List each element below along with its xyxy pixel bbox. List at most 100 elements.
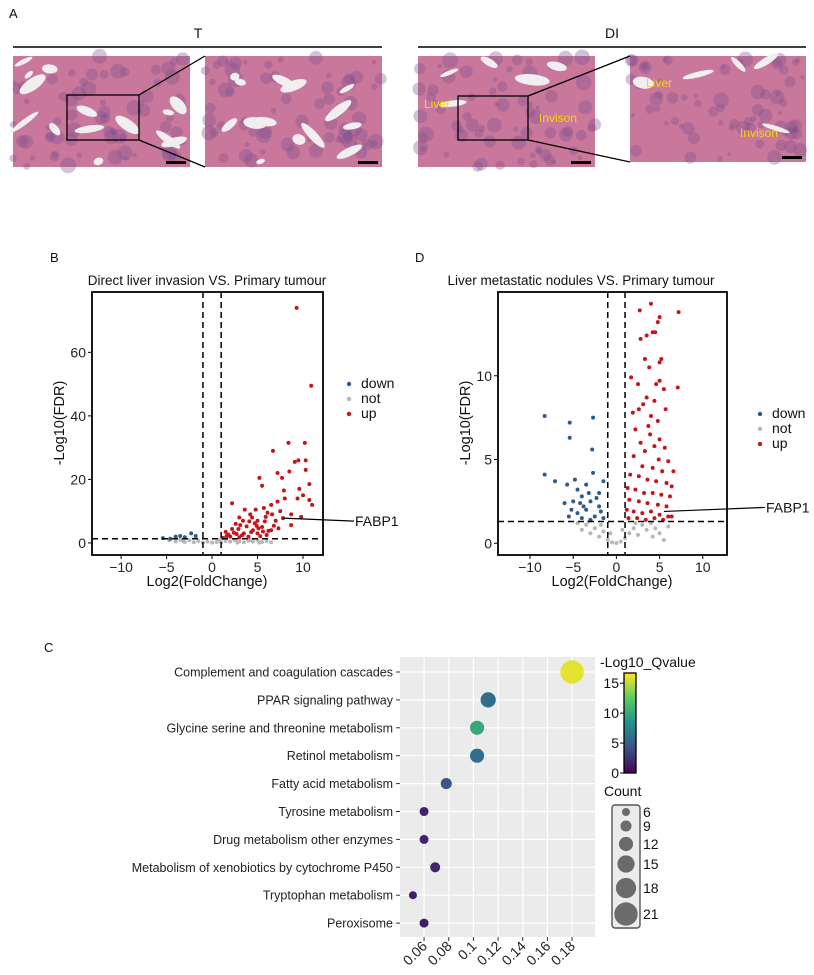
tissue-texture [744, 122, 756, 134]
point-down [575, 487, 580, 492]
point-up [224, 533, 229, 538]
tissue-texture [308, 143, 324, 158]
point-up [257, 475, 262, 480]
tissue-texture [437, 63, 442, 69]
point-not [627, 531, 632, 536]
tissue-lumen [256, 158, 265, 165]
tissue-texture [140, 89, 154, 103]
tissue-texture [60, 157, 77, 174]
tissue-texture [474, 128, 484, 138]
point-down [572, 477, 577, 482]
legend-label-up: up [361, 405, 377, 421]
point-up [260, 529, 265, 534]
tissue-texture [681, 121, 695, 135]
point-up [675, 385, 680, 390]
point-up [266, 528, 271, 533]
point-up [242, 507, 247, 512]
tissue-lumen [19, 74, 46, 95]
tissue-texture [777, 110, 783, 116]
scale-bar [358, 161, 378, 164]
point-down [542, 472, 547, 477]
point-not [610, 540, 615, 545]
tissue-texture [281, 93, 292, 105]
tissue-texture [800, 75, 805, 80]
point-up [297, 486, 302, 491]
x-axis-label: Log2(FoldChange) [147, 574, 268, 590]
tissue-texture [663, 55, 673, 65]
tissue-texture [126, 100, 142, 116]
size-legend-key [618, 836, 634, 852]
tissue-texture [513, 126, 519, 132]
point-down [597, 504, 602, 509]
tissue-texture [684, 151, 697, 164]
tissue-texture [779, 98, 788, 107]
tissue-texture [29, 155, 36, 161]
tissue-texture [527, 101, 534, 108]
point-down [173, 534, 178, 539]
point-down [598, 509, 603, 514]
point-up [652, 398, 657, 403]
point-up [667, 494, 672, 499]
point-down [575, 511, 580, 516]
point-up [240, 533, 245, 538]
point-not [269, 540, 274, 545]
point-down [571, 499, 576, 504]
tissue-texture [138, 104, 151, 117]
point-up [263, 514, 268, 519]
point-up [625, 485, 630, 490]
point-up [278, 509, 283, 514]
point-up [633, 427, 638, 432]
legend-key-down [346, 381, 352, 387]
tissue-lumen [272, 74, 296, 88]
tissue-texture [775, 90, 781, 97]
tissue-texture [314, 98, 325, 110]
tissue-texture [342, 131, 354, 142]
tissue-texture [98, 105, 111, 119]
tissue-texture [350, 70, 364, 84]
tissue-texture [681, 94, 688, 101]
panel-label-a: A [9, 6, 18, 21]
point-up [669, 484, 674, 489]
tissue-texture [727, 152, 732, 157]
x-tick-label: 0.08 [424, 938, 455, 969]
zoom-box-t [66, 94, 140, 141]
point-not [608, 531, 613, 536]
tissue-texture [496, 98, 510, 112]
tissue-texture [427, 84, 439, 96]
point-up [309, 383, 314, 388]
point-up [292, 459, 297, 464]
point-up [275, 471, 280, 476]
point-up [287, 469, 292, 474]
tissue-texture [576, 129, 587, 141]
point-down [189, 531, 194, 536]
point-up [676, 310, 681, 315]
tissue-texture [209, 78, 216, 85]
tissue-texture [511, 135, 526, 150]
x-tick-label: 5 [254, 559, 262, 575]
point-not [592, 526, 597, 531]
tissue-texture [217, 82, 234, 98]
tissue-texture [23, 98, 30, 105]
tissue-lumen [762, 123, 790, 134]
panel-label-b: B [50, 250, 59, 265]
pathway-label: Glycine serine and threonine metabolism [166, 721, 393, 735]
tissue-texture [242, 59, 248, 65]
tissue-texture [717, 119, 724, 126]
tissue-texture [99, 69, 109, 79]
tissue-texture [110, 63, 126, 79]
tissue-texture [323, 93, 335, 105]
point-up [299, 514, 304, 519]
tissue-texture [16, 135, 29, 148]
tissue-texture [544, 127, 557, 139]
tissue-texture [535, 145, 543, 154]
pathway-label: PPAR signaling pathway [257, 693, 394, 707]
histology-images [9, 48, 808, 174]
tissue-texture [792, 126, 799, 133]
tissue-texture [588, 118, 601, 131]
tissue-texture [79, 77, 88, 87]
tissue-texture [343, 73, 355, 85]
point-not [614, 540, 619, 545]
pathway-label: Fatty acid metabolism [271, 777, 393, 791]
tissue-texture [371, 59, 377, 65]
point-up [666, 514, 671, 519]
